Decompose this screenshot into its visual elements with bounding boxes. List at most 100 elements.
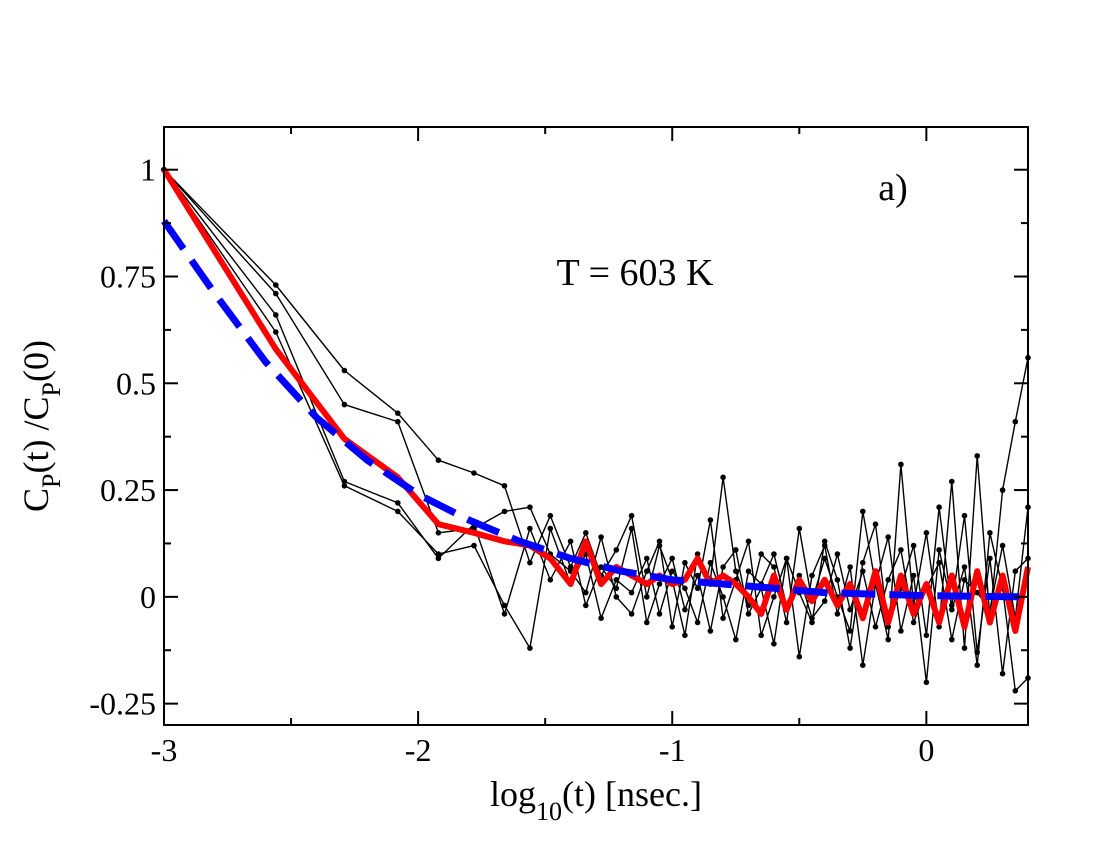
data-point [847, 606, 853, 613]
data-point [435, 457, 442, 464]
data-point [598, 615, 604, 621]
data-point [834, 577, 841, 583]
data-point [885, 577, 891, 583]
data-point [987, 530, 993, 536]
data-point [707, 628, 714, 634]
data-point [745, 611, 752, 617]
data-point [1012, 568, 1019, 574]
data-point [974, 589, 980, 596]
data-point [733, 547, 739, 553]
data-point [682, 632, 688, 639]
data-point [936, 547, 942, 553]
data-point [898, 461, 904, 468]
data-point [910, 619, 917, 626]
data-point [395, 500, 401, 506]
data-point [682, 585, 688, 592]
data-point [395, 418, 401, 425]
x-tick-label: -1 [659, 732, 686, 768]
data-point [745, 538, 752, 545]
data-point [898, 547, 904, 553]
y-tick-label: 0.75 [100, 259, 156, 295]
data-point [613, 594, 620, 600]
data-point [860, 568, 866, 574]
data-point [707, 517, 714, 523]
x-tick-label: -2 [405, 732, 432, 768]
data-point [273, 329, 279, 335]
data-point [758, 551, 764, 557]
data-point [796, 572, 803, 579]
data-point [999, 487, 1006, 493]
data-point [910, 572, 917, 579]
data-point [341, 401, 348, 408]
data-point [885, 624, 891, 630]
data-point [834, 551, 841, 557]
data-point [682, 606, 688, 613]
data-point [644, 568, 650, 574]
data-point [796, 653, 803, 660]
data-point [720, 594, 726, 600]
data-point [598, 534, 604, 540]
data-point [821, 598, 828, 604]
y-tick-label: 0 [140, 579, 156, 615]
data-point [796, 525, 803, 532]
data-point [395, 508, 401, 515]
temperature-annotation: T = 603 K [557, 252, 714, 294]
data-point [273, 282, 279, 288]
data-point [598, 564, 604, 570]
data-point [628, 512, 635, 519]
data-point [771, 564, 777, 570]
data-point [694, 572, 701, 579]
data-point [501, 508, 508, 515]
data-point [694, 551, 701, 557]
data-point [847, 628, 853, 634]
data-point [809, 572, 815, 579]
data-point [809, 619, 815, 626]
data-point [860, 559, 866, 566]
data-point [961, 512, 968, 519]
data-point [936, 624, 942, 630]
y-tick-label: -0.25 [89, 686, 156, 722]
y-axis-label: CP(t) /CP(0) [16, 340, 66, 512]
data-point [847, 564, 853, 570]
x-axis-label-suffix: (t) [nsec.] [562, 774, 702, 814]
data-point [471, 470, 477, 476]
y-tick-label: 1 [140, 152, 156, 188]
x-axis-label-subscript: 10 [536, 797, 562, 826]
data-point [974, 662, 980, 668]
data-point [961, 645, 968, 651]
data-point [669, 568, 675, 574]
data-point [949, 478, 955, 485]
data-point [656, 538, 663, 545]
data-point [923, 679, 930, 686]
data-point [987, 555, 993, 562]
data-point [628, 611, 635, 617]
data-point [860, 508, 866, 515]
data-point [501, 483, 508, 489]
data-point [872, 624, 879, 630]
y-tick-label: 0.25 [100, 472, 156, 508]
data-point [949, 606, 955, 613]
x-axis-label: log10(t) [nsec.] [490, 774, 702, 826]
data-point [949, 636, 955, 643]
data-point [771, 641, 777, 647]
data-point [527, 559, 533, 566]
data-point [656, 581, 663, 587]
data-point [628, 525, 635, 532]
data-point [613, 547, 620, 553]
data-point [273, 290, 279, 297]
data-point [974, 453, 980, 459]
data-point [628, 589, 635, 596]
data-point [669, 624, 675, 630]
y-axis-label-part1: C [16, 488, 56, 512]
data-point [527, 504, 533, 511]
data-point [872, 521, 879, 527]
data-point [694, 585, 701, 592]
data-point [961, 564, 968, 570]
data-point [936, 559, 942, 566]
data-point [341, 367, 348, 374]
data-point [501, 602, 508, 609]
data-point [644, 619, 650, 626]
data-point [923, 530, 930, 536]
data-point [613, 577, 620, 583]
y-axis-label-sub2: P [37, 382, 66, 396]
